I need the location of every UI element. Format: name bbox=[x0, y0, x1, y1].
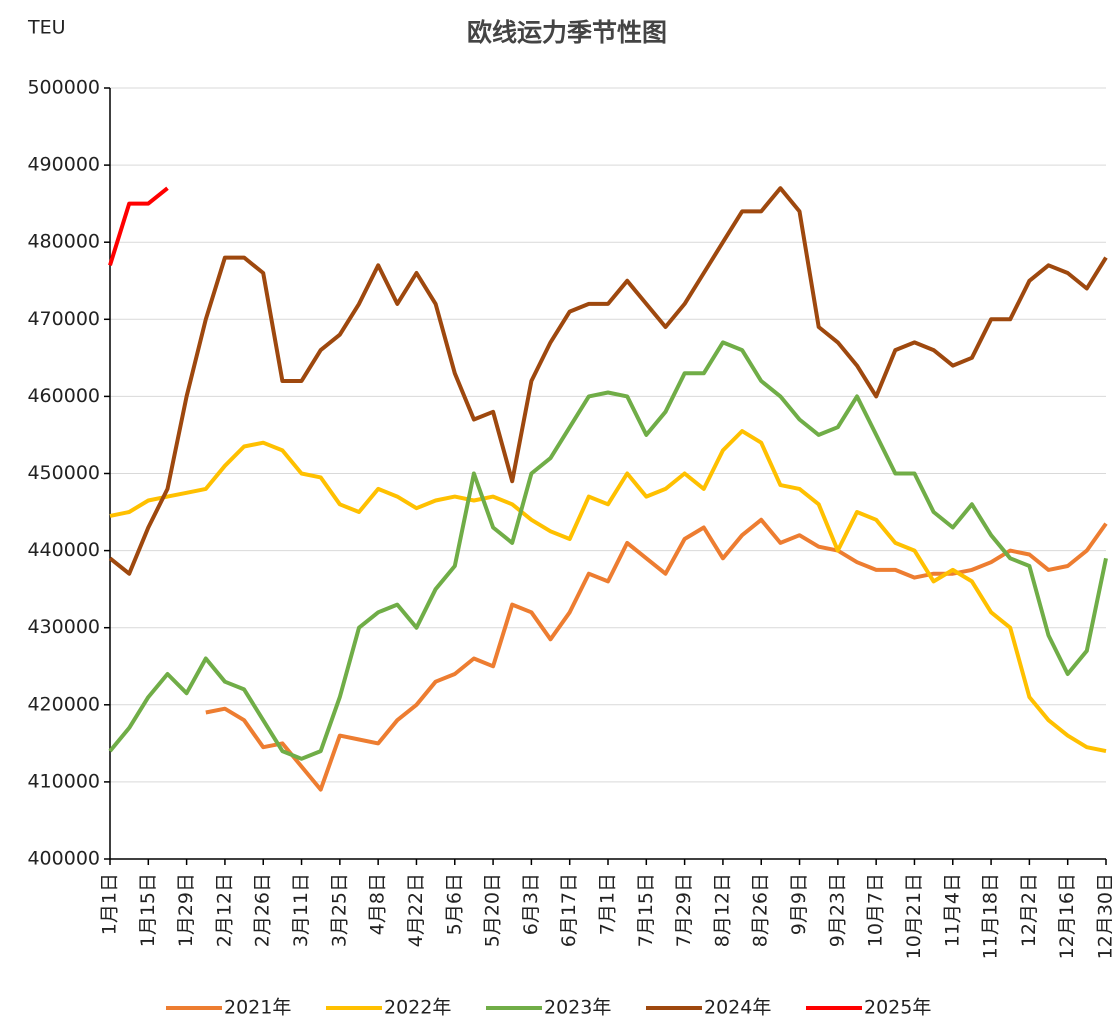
legend-label: 2021年 bbox=[224, 997, 291, 1019]
y-tick-label: 410000 bbox=[27, 770, 100, 792]
series-line bbox=[108, 186, 1108, 576]
x-tick-label: 8月26日 bbox=[750, 873, 772, 947]
x-tick-label: 7月29日 bbox=[673, 873, 695, 947]
x-tick-label: 12月30日 bbox=[1095, 873, 1112, 959]
legend-label: 2022年 bbox=[384, 997, 451, 1019]
series-line bbox=[108, 340, 1108, 761]
x-tick-label: 6月3日 bbox=[520, 873, 542, 935]
y-tick-label: 470000 bbox=[27, 308, 100, 330]
x-tick-label: 9月9日 bbox=[788, 873, 810, 935]
series-line bbox=[205, 517, 1108, 792]
y-axis-label: TEU bbox=[27, 17, 66, 39]
chart-title: 欧线运力季节性图 bbox=[467, 18, 667, 47]
x-tick-label: 11月4日 bbox=[941, 873, 963, 947]
x-tick-label: 12月2日 bbox=[1018, 873, 1040, 947]
x-tick-label: 3月11日 bbox=[290, 873, 312, 947]
x-tick-label: 4月22日 bbox=[405, 873, 427, 947]
x-tick-label: 5月6日 bbox=[443, 873, 465, 935]
y-tick-label: 490000 bbox=[27, 154, 100, 176]
x-tick-label: 9月23日 bbox=[826, 873, 848, 947]
series-line bbox=[108, 186, 169, 266]
x-tick-label: 12月16日 bbox=[1056, 873, 1078, 959]
y-tick-label: 500000 bbox=[27, 77, 100, 99]
y-tick-label: 400000 bbox=[27, 848, 100, 870]
series-line bbox=[109, 429, 1107, 754]
x-tick-label: 6月17日 bbox=[558, 873, 580, 947]
y-tick-label: 460000 bbox=[27, 385, 100, 407]
y-tick-label: 450000 bbox=[27, 462, 100, 484]
y-tick-label: 430000 bbox=[27, 616, 100, 638]
legend-label: 2023年 bbox=[544, 997, 611, 1019]
x-tick-label: 2月12日 bbox=[213, 873, 235, 947]
x-tick-label: 1月29日 bbox=[175, 873, 197, 947]
legend-label: 2025年 bbox=[864, 997, 931, 1019]
x-tick-label: 4月8日 bbox=[367, 873, 389, 935]
x-tick-label: 3月25日 bbox=[328, 873, 350, 947]
x-tick-label: 7月1日 bbox=[597, 873, 619, 935]
x-tick-label: 11月18日 bbox=[980, 873, 1002, 959]
legend-label: 2024年 bbox=[704, 997, 771, 1019]
x-tick-label: 7月15日 bbox=[635, 873, 657, 947]
x-tick-label: 5月20日 bbox=[482, 873, 504, 947]
x-tick-label: 2月26日 bbox=[252, 873, 274, 947]
y-tick-label: 440000 bbox=[27, 539, 100, 561]
y-tick-label: 480000 bbox=[27, 231, 100, 253]
x-tick-label: 10月21日 bbox=[903, 873, 925, 959]
x-tick-label: 1月15日 bbox=[137, 873, 159, 947]
x-tick-label: 8月12日 bbox=[711, 873, 733, 947]
y-tick-label: 420000 bbox=[27, 693, 100, 715]
x-tick-label: 1月1日 bbox=[99, 873, 121, 935]
x-tick-label: 10月7日 bbox=[865, 873, 887, 947]
